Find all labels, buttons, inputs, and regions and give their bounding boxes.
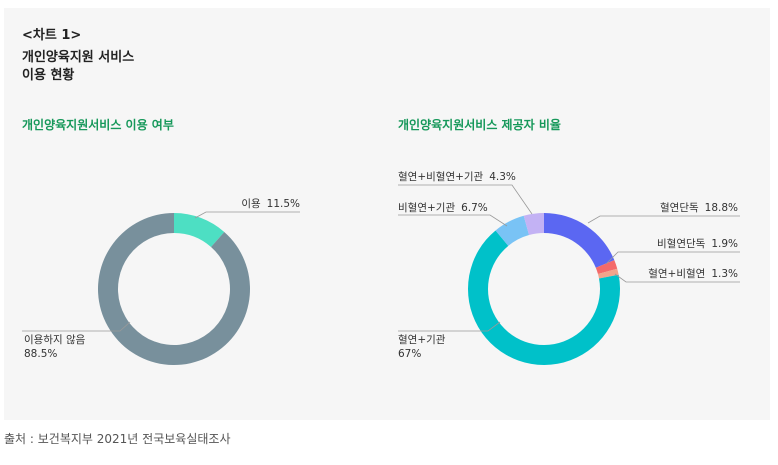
leader-line-blood-institution <box>398 321 501 332</box>
label-blood-nonblood: 혈연+비혈연 1.3% <box>648 267 738 280</box>
value-blood-institution: 67% <box>398 348 421 360</box>
donut-chart-providers <box>467 213 620 366</box>
label-blood-only: 혈연단독 18.8% <box>660 201 738 214</box>
value-non-usage: 88.5% <box>24 348 57 360</box>
label-non-usage: 이용하지 않음 <box>24 333 86 346</box>
leader-line-non-usage <box>22 321 131 332</box>
label-blood-institution: 혈연+기관 <box>398 333 446 346</box>
donut-slice-1 <box>595 260 618 275</box>
chart2-title: 개인양육지원서비스 제공자 비율 <box>398 118 561 132</box>
donut-slice-0 <box>174 213 225 247</box>
donut-slice-1 <box>97 213 251 365</box>
leader-line-nonblood-institution <box>398 214 508 227</box>
chart-number: <차트 1> <box>22 28 82 43</box>
leader-line-nonblood-only <box>605 251 740 265</box>
leader-line-usage <box>194 211 300 219</box>
donut-slice-4 <box>495 215 530 246</box>
donut-slice-0 <box>544 213 615 268</box>
label-blood-nonblood-institution: 혈연+비혈연+기관 4.3% <box>398 170 516 183</box>
leader-line-blood-only <box>587 215 740 224</box>
label-usage: 이용 11.5% <box>241 198 300 210</box>
label-nonblood-only: 비혈연단독 1.9% <box>657 237 738 250</box>
chart-title-line1: 개인양육지원 서비스 <box>22 50 135 65</box>
donut-slice-5 <box>523 213 544 236</box>
chart-title-line2: 이용 현황 <box>22 68 75 83</box>
label-nonblood-institution: 비혈연+기관 6.7% <box>398 201 488 214</box>
donut-chart-usage <box>97 213 251 365</box>
leader-line-blood-nonblood-institution <box>398 184 533 215</box>
leader-line-blood-nonblood <box>614 273 740 283</box>
chart1-title: 개인양육지원서비스 이용 여부 <box>22 118 174 132</box>
donut-slice-3 <box>467 230 620 366</box>
donut-slice-2 <box>597 268 619 279</box>
source-note: 출처 : 보건복지부 2021년 전국보육실태조사 <box>4 432 231 446</box>
